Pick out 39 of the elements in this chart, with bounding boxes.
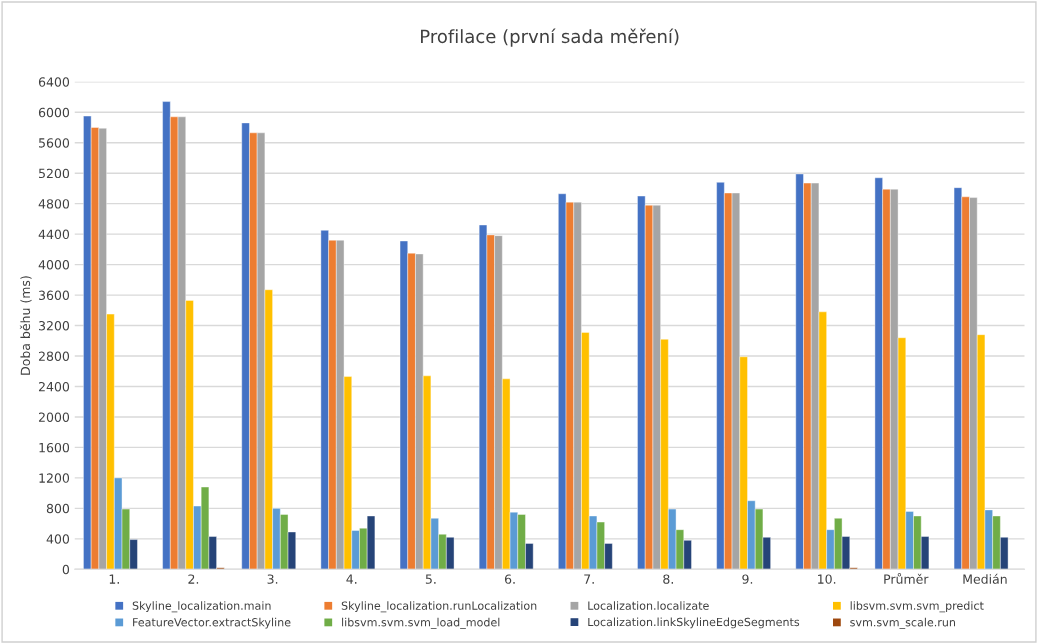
legend-label: Skyline_localization.main xyxy=(132,601,271,613)
x-tick-label: 4. xyxy=(346,574,357,584)
x-tick-label: Medián xyxy=(963,573,1007,584)
x-tick-label: 9. xyxy=(742,574,753,584)
legend-label: Skyline_localization.runLocalization xyxy=(341,601,537,613)
y-tick-label: 4800 xyxy=(38,199,70,209)
x-tick-label: Průměr xyxy=(884,573,929,584)
y-tick-label: 6000 xyxy=(38,107,70,118)
y-tick-label: 2800 xyxy=(38,351,70,361)
x-tick-label: 3. xyxy=(267,574,278,584)
y-tick-label: 6400 xyxy=(38,77,70,87)
y-tick-label: 5600 xyxy=(39,138,70,148)
y-axis-title: Doba běhu (ms) xyxy=(19,276,32,375)
x-tick-label: 5. xyxy=(425,574,436,584)
legend-label: FeatureVector.extractSkyline xyxy=(133,617,291,629)
y-tick-label: 3200 xyxy=(39,321,70,331)
legend-label: libsvm.svm.svm_predict xyxy=(850,601,984,613)
x-tick-label: 1. xyxy=(109,574,119,584)
x-tick-label: 8. xyxy=(663,574,673,584)
y-tick-label: 0 xyxy=(62,564,70,575)
legend-label: Localization.localizate xyxy=(588,601,709,610)
y-tick-label: 800 xyxy=(46,503,70,514)
x-tick-label: 2. xyxy=(188,574,199,584)
y-tick-label: 2000 xyxy=(38,412,70,422)
y-tick-label: 1600 xyxy=(39,442,70,453)
chart-title: Profilace (první sada měření) xyxy=(421,28,679,47)
legend-label: Localization.linkSkylineEdgeSegments xyxy=(588,617,800,629)
y-tick-label: 400 xyxy=(46,534,70,544)
y-tick-label: 2400 xyxy=(38,381,70,392)
y-tick-label: 3600 xyxy=(39,290,70,300)
y-tick-label: 4400 xyxy=(38,229,70,240)
y-tick-label: 4000 xyxy=(38,260,70,270)
x-tick-label: 6. xyxy=(504,574,515,584)
y-tick-label: 5200 xyxy=(39,168,70,179)
legend-label: svm.svm_scale.run xyxy=(850,617,956,629)
x-tick-label: 7. xyxy=(584,574,594,584)
x-tick-label: 10. xyxy=(818,574,836,584)
legend-label: libsvm.svm.svm_load_model xyxy=(342,617,500,629)
y-tick-label: 1200 xyxy=(39,473,70,483)
